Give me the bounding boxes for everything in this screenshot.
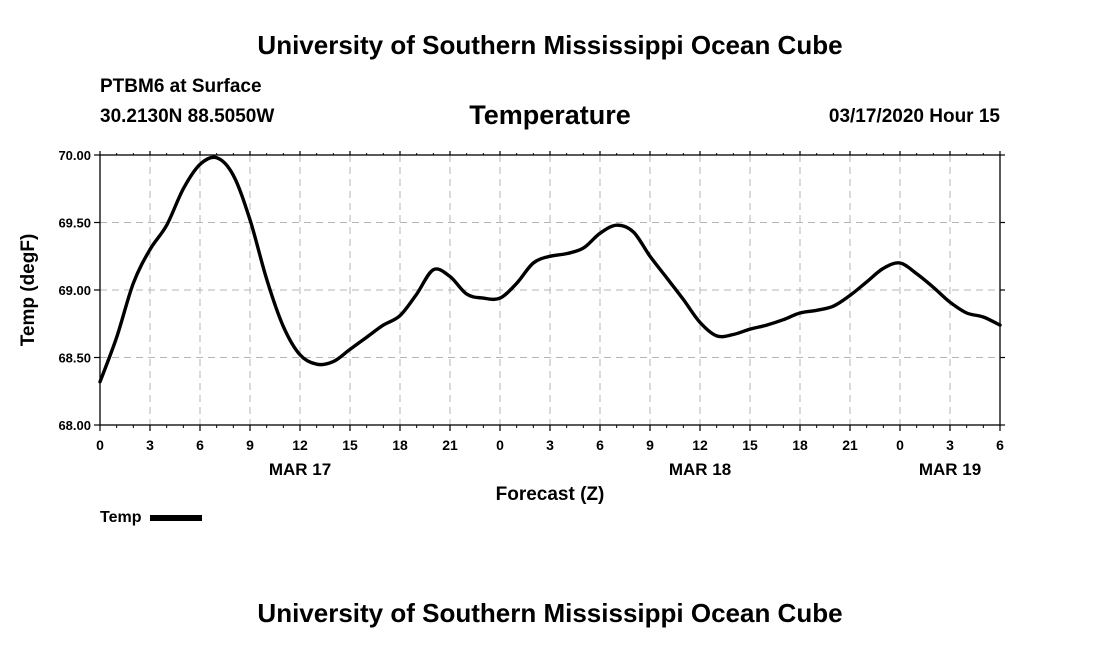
temp-series-line	[98, 155, 1002, 384]
x-tick-label: 0	[896, 437, 904, 453]
axis-ticks	[94, 151, 1005, 431]
y-axis-title: Temp (degF)	[18, 234, 39, 347]
legend: Temp	[100, 509, 203, 527]
x-tick-label: 3	[546, 437, 554, 453]
y-tick-label: 68.50	[58, 351, 91, 366]
y-tick-label: 69.50	[58, 216, 91, 231]
x-tick-label: 12	[292, 437, 308, 453]
x-tick-label: 9	[246, 437, 254, 453]
grid	[100, 155, 1000, 425]
x-tick-label: 9	[646, 437, 654, 453]
station-coordinates: 30.2130N 88.5050W	[100, 106, 275, 127]
date-label: MAR 18	[669, 460, 731, 479]
x-tick-label: 18	[792, 437, 808, 453]
x-tick-label: 0	[496, 437, 504, 453]
y-tick-label: 69.00	[58, 283, 91, 298]
x-tick-label: 12	[692, 437, 708, 453]
x-tick-label: 21	[442, 437, 458, 453]
x-tick-label: 0	[96, 437, 104, 453]
y-tick-label: 70.00	[58, 148, 91, 163]
station-name: PTBM6 at Surface	[100, 76, 262, 97]
date-label: MAR 17	[269, 460, 331, 479]
x-tick-label: 6	[996, 437, 1004, 453]
x-tick-label: 15	[742, 437, 758, 453]
x-tick-label: 3	[946, 437, 954, 453]
date-label: MAR 19	[919, 460, 981, 479]
x-tick-label: 6	[196, 437, 204, 453]
chart-title: Temperature	[469, 100, 631, 130]
x-tick-label: 6	[596, 437, 604, 453]
y-tick-label: 68.00	[58, 418, 91, 433]
x-axis-title: Forecast (Z)	[496, 484, 605, 505]
forecast-timestamp: 03/17/2020 Hour 15	[828, 106, 1000, 127]
x-tick-label: 15	[342, 437, 358, 453]
x-tick-label: 21	[842, 437, 858, 453]
legend-line-swatch	[150, 515, 203, 521]
axis-labels: 68.00 68.50 69.00 69.50 70.00 0 3 6 9 12 15 18 21 0 3 6…	[58, 148, 1004, 479]
legend-label: Temp	[100, 509, 142, 526]
header-title: University of Southern Mississippi Ocean…	[257, 30, 843, 60]
x-tick-label: 3	[146, 437, 154, 453]
x-tick-label: 18	[392, 437, 408, 453]
footer-title: University of Southern Mississippi Ocean…	[257, 598, 843, 628]
